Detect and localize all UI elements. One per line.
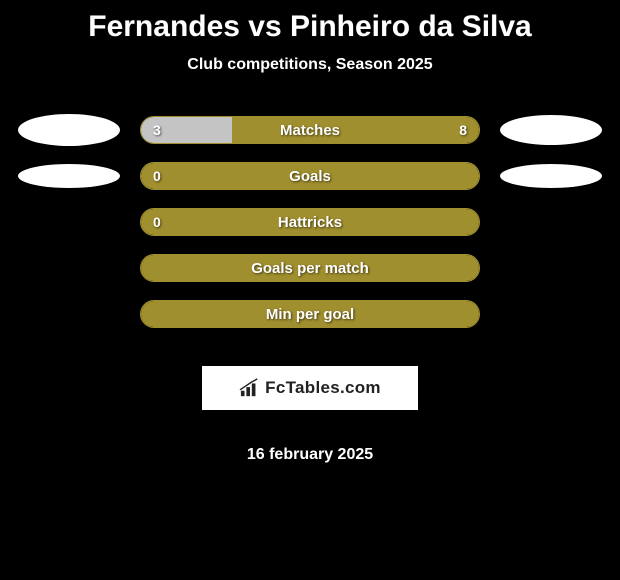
avatar-placeholder xyxy=(500,208,602,236)
logo-box: FcTables.com xyxy=(202,366,418,410)
player-avatar-left xyxy=(18,164,120,188)
player-avatar-left xyxy=(18,114,120,146)
date-line: 16 february 2025 xyxy=(247,446,373,464)
stat-bar: 0Goals xyxy=(140,162,480,190)
avatar-placeholder xyxy=(18,254,120,282)
stat-row: 0Hattricks xyxy=(18,208,602,236)
stat-label: Goals xyxy=(141,168,479,185)
stat-bar: 0Hattricks xyxy=(140,208,480,236)
stat-label: Hattricks xyxy=(141,214,479,231)
subtitle: Club competitions, Season 2025 xyxy=(0,56,620,74)
bar-chart-icon xyxy=(239,378,261,398)
stat-bar: Min per goal xyxy=(140,300,480,328)
avatar-placeholder xyxy=(18,208,120,236)
avatar-placeholder xyxy=(18,300,120,328)
stat-row: Min per goal xyxy=(18,300,602,328)
stat-row: Goals per match xyxy=(18,254,602,282)
avatar-placeholder xyxy=(500,254,602,282)
stat-label: Matches xyxy=(141,122,479,139)
comparison-card: Fernandes vs Pinheiro da Silva Club comp… xyxy=(0,0,620,464)
logo-text: FcTables.com xyxy=(265,378,381,398)
stat-bar: 38Matches xyxy=(140,116,480,144)
page-title: Fernandes vs Pinheiro da Silva xyxy=(0,10,620,44)
stat-label: Min per goal xyxy=(141,306,479,323)
avatar-placeholder xyxy=(500,300,602,328)
stat-bar: Goals per match xyxy=(140,254,480,282)
stat-label: Goals per match xyxy=(141,260,479,277)
player-avatar-right xyxy=(500,164,602,188)
stat-row: 38Matches xyxy=(18,116,602,144)
stat-row: 0Goals xyxy=(18,162,602,190)
player-avatar-right xyxy=(500,115,602,145)
stats-area: 38Matches 0Goals 0Hattricks Goals per match… xyxy=(0,116,620,464)
